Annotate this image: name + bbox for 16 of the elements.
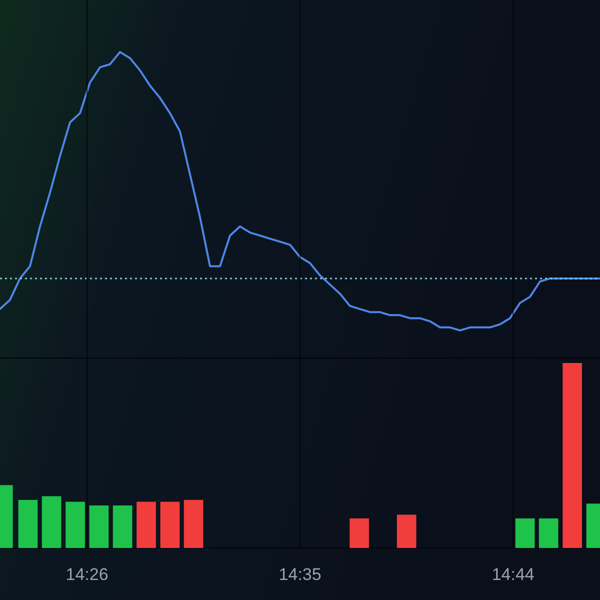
x-tick-label: 14:26 <box>66 565 108 584</box>
bar <box>66 502 85 548</box>
x-tick-label: 14:35 <box>278 565 322 584</box>
bar <box>160 502 180 548</box>
bar <box>515 518 535 548</box>
bar <box>538 518 558 548</box>
bar <box>112 505 132 548</box>
bar <box>42 496 62 548</box>
bar <box>350 518 369 548</box>
x-tick-label: 14:44 <box>492 565 534 584</box>
bar <box>562 363 582 548</box>
bar <box>184 500 204 548</box>
bar <box>89 505 109 548</box>
bar <box>18 500 38 548</box>
bar <box>136 502 156 548</box>
bar <box>396 514 416 548</box>
